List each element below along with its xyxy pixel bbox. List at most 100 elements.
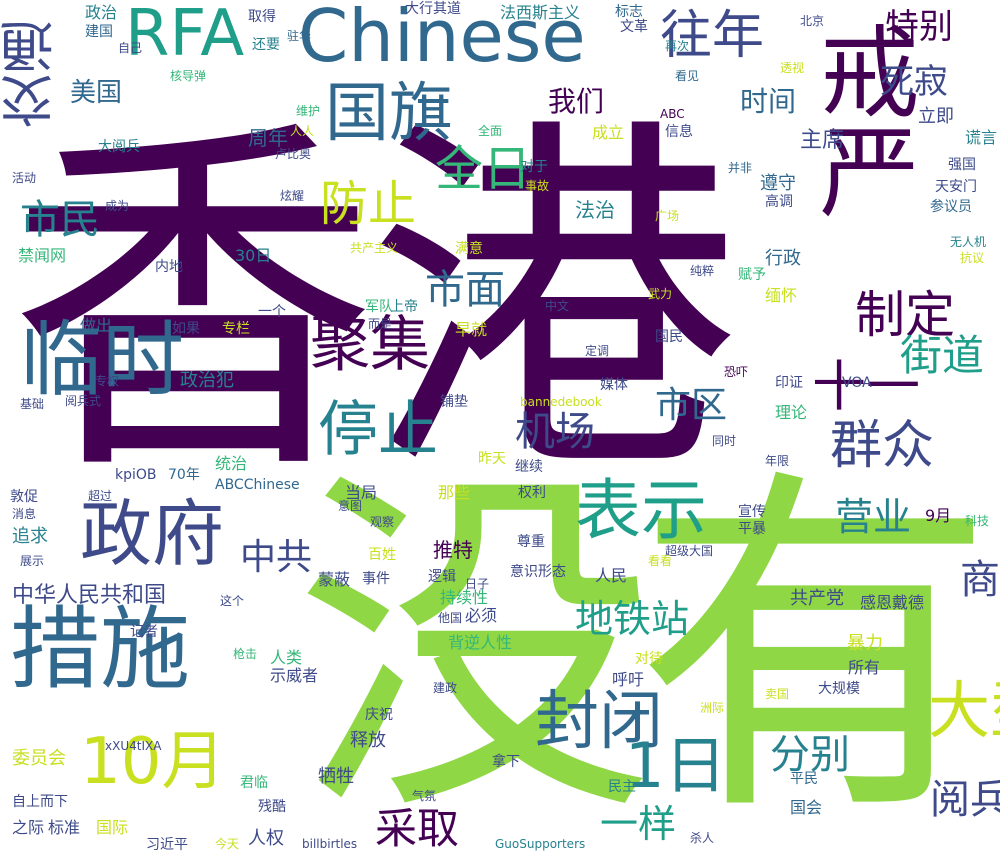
word-zunzhong: 尊重: [517, 534, 545, 550]
word-zishangerxia: 自上而下: [12, 794, 68, 810]
word-chaoguo: 超过: [88, 489, 113, 503]
word-shiweizhe: 示威者: [270, 666, 319, 685]
word-meiti: 媒体: [600, 377, 628, 393]
word-quanli: 权利: [518, 485, 546, 501]
word-jichang: 机场: [515, 409, 595, 455]
word-yitu: 意图: [338, 499, 363, 513]
word-hewuqi: 核导弹: [170, 69, 207, 83]
word-baixing: 百姓: [368, 547, 396, 563]
word-zhongwen: 中文: [545, 299, 570, 313]
word-rfa: RFA: [125, 0, 245, 71]
word-yiyang: 一样: [600, 802, 677, 846]
word-chengli: 成立: [592, 123, 625, 142]
word-zhengzhifan: 政治犯: [180, 370, 234, 391]
word-bixu: 必须: [465, 606, 498, 625]
word-abc: ABC: [660, 107, 685, 121]
word-zhonggong: 中共: [240, 537, 313, 578]
word-zhanshi: 展示: [20, 554, 45, 568]
word-tongshi: 同时: [712, 434, 737, 448]
word-jundui: 军队: [365, 299, 393, 315]
word-renren: 人人: [290, 124, 315, 138]
word-shifang: 释放: [350, 730, 386, 751]
word-renlei: 人类: [270, 648, 303, 667]
word-chaojidaguo: 超级大国: [665, 544, 714, 558]
word-voa: VOA: [842, 375, 872, 391]
word-tingzhi: 停止: [318, 395, 438, 465]
word-zaojiu: 早就: [455, 320, 488, 339]
word-dagui: 大规模: [818, 681, 860, 697]
word-shimian: 市面: [425, 267, 505, 313]
word-jiaotong: 交通: [0, 20, 63, 128]
word-shiyi: 十一: [812, 355, 920, 418]
word-chinese: Chinese: [298, 0, 586, 78]
word-zhengzhi: 政治: [85, 3, 118, 22]
word-zunshou: 遵守: [760, 173, 796, 194]
word-zhiji: 之际: [12, 818, 45, 837]
word-shiqu: 市区: [655, 385, 728, 426]
word-lubiao: 卢比奥: [275, 147, 312, 161]
word-renmin: 人民: [595, 566, 628, 585]
word-siji: 死寂: [880, 62, 948, 102]
word-weihu: 维护: [296, 104, 321, 118]
word-rizi: 日子: [465, 577, 490, 591]
word-quanmian: 全面: [478, 124, 503, 138]
word-jintian: 今天: [215, 837, 240, 851]
word-xxu: xXU4tIXA: [105, 739, 162, 753]
word-zhounian: 周年: [248, 126, 288, 150]
word-fenbie: 分别: [770, 732, 850, 778]
word-guomin: 国民: [655, 329, 683, 345]
word-yishixingtai: 意识形态: [510, 564, 566, 580]
word-ruguo: 如果: [172, 321, 200, 337]
word-maiguo: 卖国: [765, 687, 790, 701]
word-shiyue: 10月: [80, 725, 226, 799]
word-jiedao: 街道: [900, 331, 985, 380]
word-gaodiao: 高调: [765, 194, 793, 210]
word-shimin: 市民: [20, 197, 100, 243]
word-huyu: 呼吁: [612, 670, 645, 689]
word-billbirtles: billbirtles: [302, 837, 358, 851]
word-wangnian: 往年: [660, 6, 765, 66]
word-meiyou: 没有: [295, 440, 995, 859]
word-neidi: 内地: [155, 259, 183, 275]
word-fengbi: 封闭: [535, 685, 663, 759]
word-canyiyuan: 参议员: [930, 199, 972, 215]
word-biaozhi: 标志: [615, 4, 643, 20]
word-yuebingshi: 阅兵式: [65, 394, 102, 408]
word-ziji: 自己: [118, 41, 143, 55]
word-beijing: 北京: [800, 14, 825, 28]
word-guoqi: 国旗: [325, 77, 453, 151]
word-yuebing: 阅兵: [930, 777, 1000, 823]
word-jiuyue: 9月: [925, 506, 952, 525]
word-guangchang: 广场: [655, 209, 680, 223]
word-zhuanlan: 专栏: [222, 321, 250, 337]
word-guohui: 国会: [790, 798, 823, 817]
word-lilun: 理论: [775, 403, 808, 422]
word-naxie: 那些: [438, 483, 471, 502]
word-biaozhun: 标准: [48, 818, 81, 837]
word-dingdiao: 定调: [585, 344, 610, 358]
word-women: 我们: [548, 85, 605, 118]
word-wuli: 武力: [648, 287, 673, 301]
word-daxing: 大型: [928, 674, 1000, 747]
word-taguo: 他国: [438, 611, 463, 625]
word-jují: 聚集: [310, 310, 430, 380]
word-pingmin: 平民: [790, 771, 818, 787]
word-miánhuai: 缅怀: [765, 286, 798, 305]
word-xiaoxi: 消息: [12, 507, 37, 521]
word-zhengfu: 政府: [80, 492, 225, 576]
word-guosupporters: GuoSupporters: [495, 837, 586, 851]
word-zhuxi: 主席: [800, 128, 845, 153]
word-duidai: 对待: [635, 651, 663, 667]
word-jichu: 基础: [20, 397, 45, 411]
word-mengbi: 蒙蔽: [318, 570, 351, 589]
word-qishinian: 70年: [168, 467, 200, 483]
word-dayuebing: 大阅兵: [98, 139, 140, 155]
word-quri: 全日: [435, 141, 532, 197]
word-qiangji: 枪击: [233, 647, 258, 661]
word-huodong: 活动: [12, 171, 37, 185]
word-jindian: 禁闻网: [18, 246, 67, 265]
word-shijian: 时间: [740, 85, 797, 118]
word-zuochu: 做出: [80, 316, 113, 335]
word-meiguo: 美国: [70, 78, 123, 108]
